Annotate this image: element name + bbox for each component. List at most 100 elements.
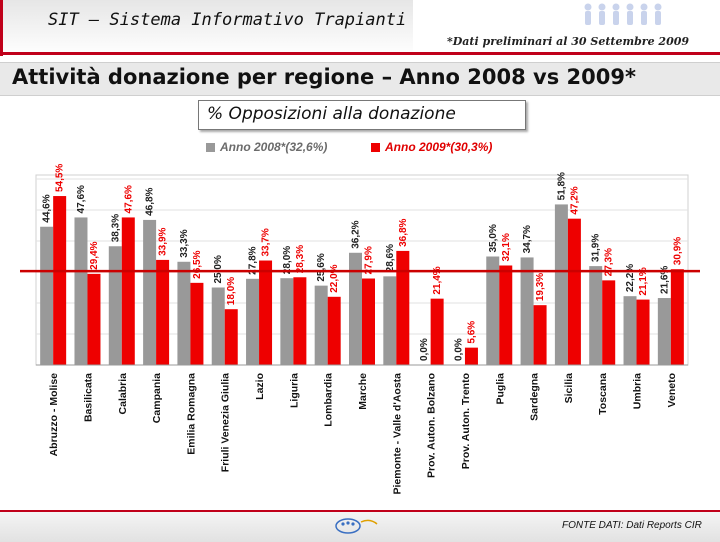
category-label: Marche xyxy=(357,373,369,410)
bar-2009 xyxy=(190,282,204,365)
bar-2008 xyxy=(143,219,157,365)
data-label-2009: 33,9% xyxy=(158,227,169,255)
category-label: Lombardia xyxy=(323,373,335,427)
data-label-2008: 28,6% xyxy=(385,244,396,272)
bar-2009 xyxy=(396,250,410,365)
data-label-2008: 0,0% xyxy=(453,338,464,361)
bar-2009 xyxy=(602,280,616,365)
chart-title-box: % Opposizioni alla donazione xyxy=(198,100,526,130)
category-label: Lazio xyxy=(254,373,266,400)
data-label-2009: 47,6% xyxy=(123,185,134,213)
bar-2009 xyxy=(567,218,581,365)
sit-title: SIT – Sistema Informativo Trapianti xyxy=(48,10,407,30)
data-label-2009: 21,1% xyxy=(638,267,649,295)
bar-2008 xyxy=(520,257,534,365)
data-label-2009: 47,2% xyxy=(569,186,580,214)
bar-2009 xyxy=(670,269,684,365)
data-label-2009: 54,5% xyxy=(55,164,66,192)
data-label-2009: 27,9% xyxy=(364,246,375,274)
category-label: Toscana xyxy=(597,373,609,415)
bar-2008 xyxy=(314,285,328,365)
data-label-2009: 33,7% xyxy=(261,228,272,256)
bar-2008 xyxy=(554,204,568,365)
bar-2008 xyxy=(280,278,294,365)
bar-2008 xyxy=(108,246,122,365)
data-label-2009: 27,3% xyxy=(604,248,615,276)
top-bar: SIT – Sistema Informativo Trapianti *Dat… xyxy=(0,0,720,56)
bar-2008 xyxy=(211,287,225,365)
bar-2009 xyxy=(499,265,513,365)
bar-2008 xyxy=(177,261,191,365)
category-label: Emilia Romagna xyxy=(185,373,197,455)
bar-2009 xyxy=(87,273,101,365)
data-label-2008: 27,8% xyxy=(248,246,259,274)
data-label-2008: 44,6% xyxy=(42,194,53,222)
bar-2009 xyxy=(121,217,135,365)
category-label: Piemonte - Valle d'Aosta xyxy=(391,373,403,495)
data-label-2008: 25,0% xyxy=(213,255,224,283)
bar-2009 xyxy=(464,347,478,365)
bar-2009 xyxy=(293,277,307,365)
data-label-2008: 22,2% xyxy=(625,264,636,292)
data-label-2008: 38,3% xyxy=(110,214,121,242)
category-label: Sardegna xyxy=(529,373,541,421)
data-label-2008: 36,2% xyxy=(351,220,362,248)
data-label-2008: 25,6% xyxy=(316,253,327,281)
bar-2008 xyxy=(74,217,88,365)
data-label-2008: 34,7% xyxy=(522,225,533,253)
data-label-2009: 18,0% xyxy=(226,277,237,305)
category-label: Friuli Venezia Giulia xyxy=(220,373,232,472)
category-label: Campania xyxy=(151,373,163,423)
bar-chart: 44,6%54,5% Abruzzo - Molise 47,6% 29,4% Basi… xyxy=(20,164,700,495)
bar-2008 xyxy=(589,266,603,365)
data-label-2009: 32,1% xyxy=(501,233,512,261)
data-source: FONTE DATI: Dati Reports CIR xyxy=(562,520,702,531)
bar-2009 xyxy=(224,309,238,365)
category-label: Veneto xyxy=(666,373,678,407)
header-divider xyxy=(0,52,720,55)
category-label: Umbria xyxy=(632,373,644,409)
preliminary-note: *Dati preliminari al 30 Settembre 2009 xyxy=(447,35,690,48)
category-label: Puglia xyxy=(494,373,506,405)
data-label-2008: 0,0% xyxy=(419,338,430,361)
main-title-bar: Attività donazione per regione – Anno 20… xyxy=(0,62,720,96)
data-label-2009: 5,6% xyxy=(466,321,477,344)
bar-2008 xyxy=(246,278,260,365)
legend-item-2009: Anno 2009*(30,3%) xyxy=(371,140,492,154)
data-label-2009: 30,9% xyxy=(672,237,683,265)
bar-2009 xyxy=(533,305,547,365)
legend-swatch-2008 xyxy=(206,143,215,153)
legend-swatch-2009 xyxy=(371,143,380,153)
bar-2008 xyxy=(383,276,397,365)
people-logo-icon xyxy=(584,3,662,25)
data-label-2008: 46,8% xyxy=(145,187,156,215)
category-label: Basilicata xyxy=(82,373,94,422)
bar-2008 xyxy=(623,296,637,365)
category-label: Calabria xyxy=(117,373,129,415)
bar-2009 xyxy=(327,296,341,365)
data-label-2009: 19,3% xyxy=(535,273,546,301)
bar-2009 xyxy=(636,299,650,365)
data-label-2008: 47,6% xyxy=(76,185,87,213)
data-label-2008: 51,8% xyxy=(556,172,567,200)
data-label-2008: 28,0% xyxy=(282,246,293,274)
legend-item-2008: Anno 2008*(32,6%) xyxy=(206,140,327,154)
data-label-2008: 35,0% xyxy=(488,224,499,252)
legend-label-2008: Anno 2008*(32,6%) xyxy=(220,140,328,154)
data-label-2009: 21,4% xyxy=(432,266,443,294)
bar-2009 xyxy=(156,259,170,365)
title-banner xyxy=(0,0,413,56)
bar-2009 xyxy=(53,196,67,365)
data-label-2008: 33,3% xyxy=(179,229,190,257)
data-label-2008: 21,6% xyxy=(659,266,670,294)
bar-2008 xyxy=(657,298,671,365)
data-label-2009: 26,5% xyxy=(192,250,203,278)
category-label: Abruzzo - Molise xyxy=(48,373,60,457)
data-label-2009: 29,4% xyxy=(89,241,100,269)
bar-2008 xyxy=(486,256,500,365)
category-label: Prov. Auton. Bolzano xyxy=(426,373,438,478)
category-label: Liguria xyxy=(288,373,300,408)
category-label: Sicilia xyxy=(563,373,575,404)
legend-label-2009: Anno 2009*(30,3%) xyxy=(385,140,493,154)
bar-2008 xyxy=(40,226,54,365)
